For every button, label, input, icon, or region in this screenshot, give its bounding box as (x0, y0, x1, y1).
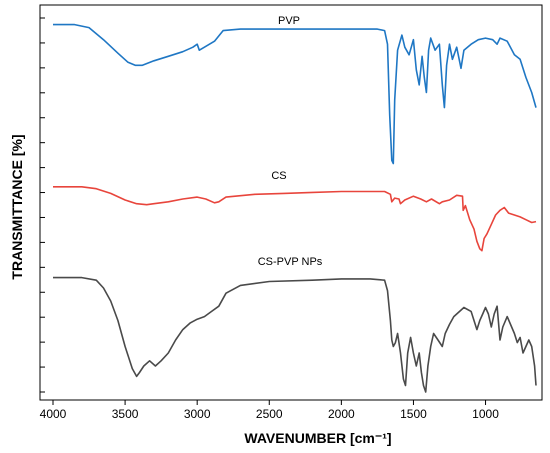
y-axis-title: TRANSMITTANCE [%] (9, 134, 25, 279)
axes-group: 4000 3500 3000 2500 2000 1500 1000 (39, 4, 543, 421)
plot-frame (39, 4, 543, 401)
series-line-pvp (53, 23, 537, 165)
series-line-cs-pvp-nps (53, 276, 537, 393)
series-label-pvp: PVP (278, 15, 300, 27)
x-tick-label: 3000 (184, 407, 211, 421)
series-label-cs-pvp-nps: CS-PVP NPs (258, 256, 323, 268)
x-tick-label: 3500 (112, 407, 139, 421)
series-line-cs (53, 186, 537, 252)
x-tick-label: 4000 (40, 407, 67, 421)
x-tick-label: 2000 (328, 407, 355, 421)
x-tick-label: 1500 (400, 407, 427, 421)
series-group: PVP CS CS-PVP NPs (53, 15, 537, 393)
x-tick-label: 2500 (256, 407, 283, 421)
series-label-cs: CS (271, 170, 286, 182)
x-axis-title: WAVENUMBER [cm⁻¹] (244, 430, 391, 446)
x-tick-label: 1000 (472, 407, 499, 421)
